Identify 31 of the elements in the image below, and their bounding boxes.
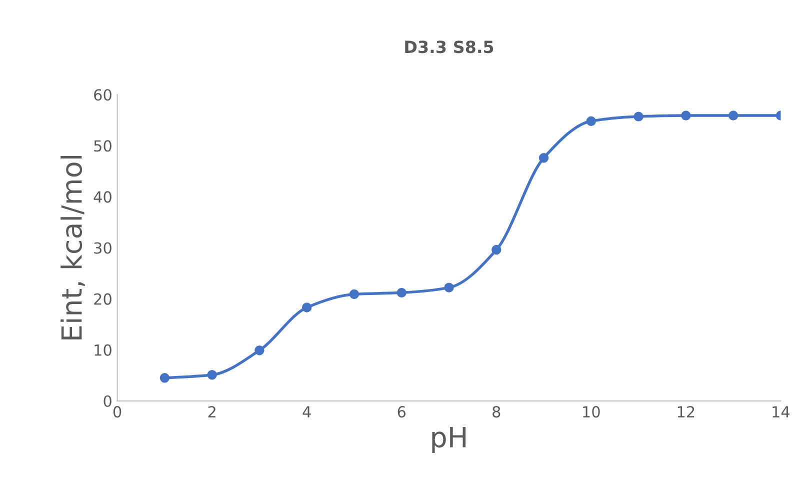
point [634, 112, 644, 122]
point [492, 244, 502, 255]
x-axis-title: pH [432, 426, 466, 453]
point [728, 110, 738, 120]
point [586, 116, 596, 126]
point [444, 282, 454, 292]
y-tick-label: 0 [104, 395, 112, 407]
x-tick-label: 4 [302, 406, 311, 418]
x-tick-label: 8 [492, 406, 500, 418]
y-tick-label: 50 [94, 140, 112, 152]
point [349, 289, 360, 300]
x-tick-label: 2 [208, 406, 216, 418]
x-tick-label: 0 [113, 406, 122, 418]
y-axis-title: Eint, kcal/mol [60, 156, 85, 340]
point [396, 288, 406, 298]
point [302, 302, 312, 312]
y-tick-label: 60 [94, 89, 112, 101]
x-tick-label: 14 [772, 406, 790, 418]
point [254, 345, 264, 356]
point [538, 153, 549, 163]
x-tick-label: 6 [398, 406, 406, 418]
point [160, 373, 170, 383]
y-tick-label: 40 [94, 191, 112, 203]
x-tick-label: 10 [583, 406, 600, 418]
point [681, 110, 691, 120]
y-tick-label: 30 [94, 242, 112, 254]
x-tick-label: 12 [678, 406, 694, 418]
point [207, 370, 217, 380]
y-tick-label: 20 [94, 293, 112, 305]
y-tick-label: 10 [94, 344, 112, 356]
chart-title: D3.3 S8.5 [405, 40, 494, 54]
